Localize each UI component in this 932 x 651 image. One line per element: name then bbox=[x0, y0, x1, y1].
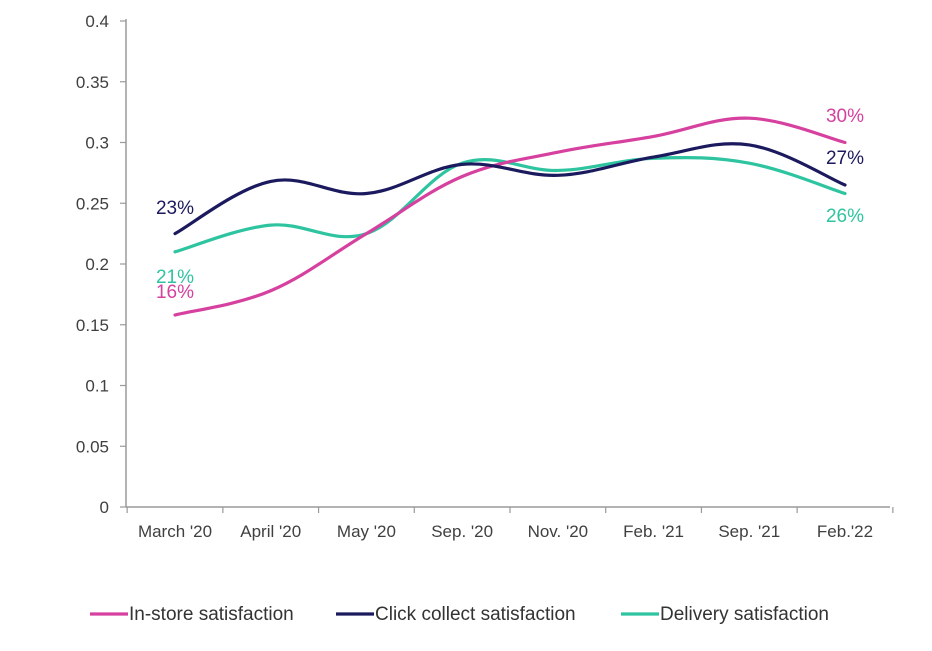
x-tick-label: April '20 bbox=[240, 522, 301, 541]
delivery-legend-label: Delivery satisfaction bbox=[660, 604, 829, 625]
delivery-end-label: 26% bbox=[826, 206, 864, 227]
y-tick-label: 0.2 bbox=[85, 255, 109, 274]
y-tick-label: 0.1 bbox=[85, 377, 109, 396]
y-tick-label: 0.4 bbox=[85, 12, 109, 31]
y-tick-label: 0 bbox=[100, 498, 109, 517]
y-axis: 0 0.05 0.1 0.15 0.2 0.25 0.3 0.35 0.4 bbox=[76, 12, 127, 517]
y-tick-label: 0.15 bbox=[76, 316, 109, 335]
click-collect-legend-label: Click collect satisfaction bbox=[375, 604, 576, 625]
click-collect-start-label: 23% bbox=[156, 198, 194, 219]
series-lines bbox=[173, 116, 847, 317]
x-tick-label: Nov. '20 bbox=[528, 522, 589, 541]
x-tick-label: Sep. '20 bbox=[431, 522, 493, 541]
in-store-legend-label: In-store satisfaction bbox=[129, 604, 294, 625]
click-collect-series-line bbox=[173, 142, 847, 236]
x-tick-label: May '20 bbox=[337, 522, 396, 541]
x-axis: March '20 April '20 May '20 Sep. '20 Nov. '2… bbox=[126, 506, 894, 541]
legend: In-store satisfaction Click collect satis… bbox=[90, 604, 829, 625]
x-tick-label: Feb. '21 bbox=[623, 522, 684, 541]
y-tick-label: 0.3 bbox=[85, 134, 109, 153]
delivery-start-label: 21% bbox=[156, 267, 194, 288]
delivery-series-line bbox=[173, 155, 847, 254]
click-collect-end-label: 27% bbox=[826, 148, 864, 169]
y-tick-label: 0.35 bbox=[76, 73, 109, 92]
x-tick-label: Sep. '21 bbox=[718, 522, 780, 541]
in-store-series-line bbox=[173, 116, 847, 317]
data-labels: 16% 30% 23% 27% 21% 26% bbox=[156, 106, 864, 303]
in-store-start-label: 16% bbox=[156, 282, 194, 303]
x-tick-label: March '20 bbox=[138, 522, 212, 541]
in-store-end-label: 30% bbox=[826, 106, 864, 127]
y-tick-label: 0.05 bbox=[76, 437, 109, 456]
y-tick-label: 0.25 bbox=[76, 194, 109, 213]
x-tick-label: Feb.'22 bbox=[817, 522, 873, 541]
